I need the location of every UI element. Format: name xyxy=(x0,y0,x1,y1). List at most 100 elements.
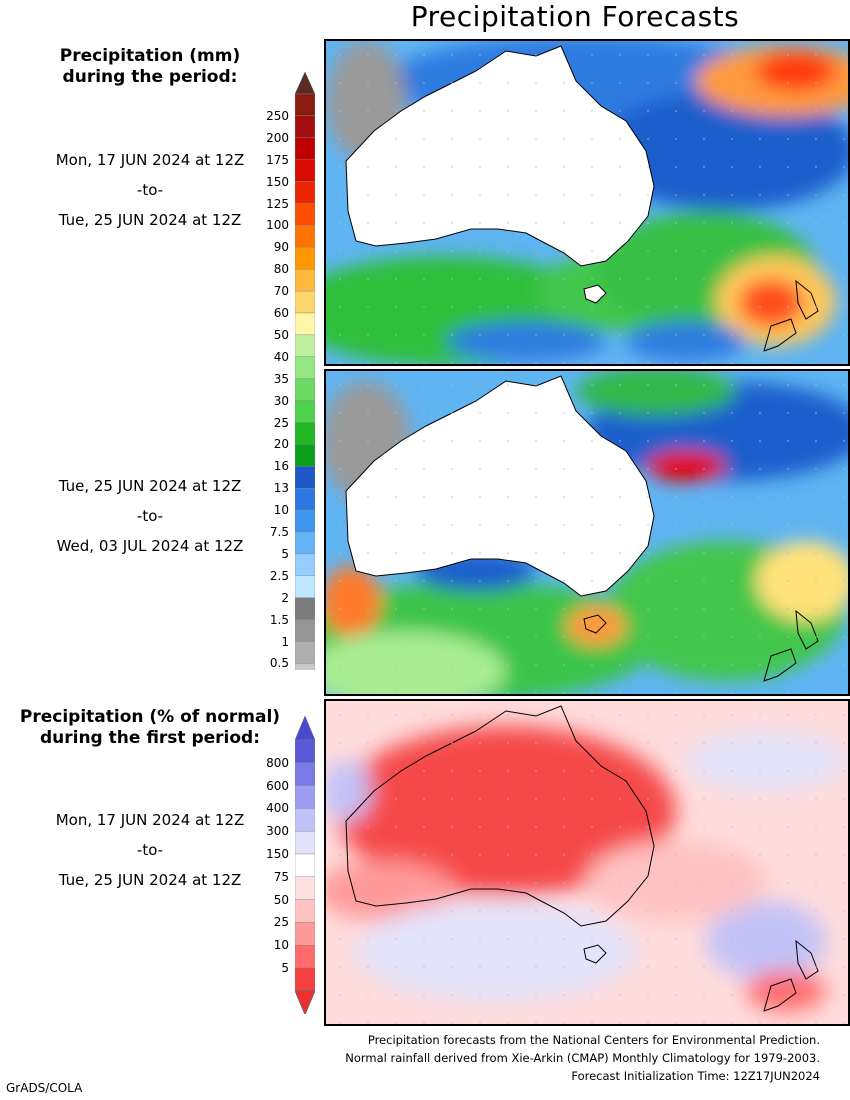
legend-mm-tick-label: 1.5 xyxy=(269,612,289,627)
legend-pct-tick-label: 150 xyxy=(266,847,289,861)
legend-pct-colorbar xyxy=(295,716,315,1014)
period2-start: Tue, 25 JUN 2024 at 12Z xyxy=(58,477,242,495)
legend-pct-heading-line2: during the first period: xyxy=(39,728,261,748)
legend-pct-heading: Precipitation (% of normal) during the f… xyxy=(10,707,290,749)
legend-mm-color-swatch xyxy=(295,641,315,664)
legend-mm-color-swatch xyxy=(295,466,315,489)
legend-mm-color-swatch xyxy=(295,225,315,248)
legend-mm-tick-label: 90 xyxy=(273,240,289,255)
legend-mm-color-swatch xyxy=(295,509,315,533)
period1-sep: -to- xyxy=(136,181,164,199)
legend-mm-tick-label: 200 xyxy=(266,130,289,145)
legend-mm-tick-label: 150 xyxy=(266,174,289,189)
legend-mm-color-swatch xyxy=(295,378,315,401)
legend-mm-tick-label: 125 xyxy=(266,196,289,211)
legend-pct-color-swatch xyxy=(295,944,315,969)
legend-pct-bottom-arrow xyxy=(295,990,315,1014)
legend-mm-color-swatch xyxy=(295,137,315,160)
legend-mm-top-arrow xyxy=(295,72,315,95)
page-title: Precipitation Forecasts xyxy=(410,0,740,33)
legend-mm-color-swatch xyxy=(295,115,315,139)
legend-mm-color-swatch xyxy=(295,247,315,270)
legend-mm-color-swatch xyxy=(295,356,315,379)
legend-pct-color-swatch xyxy=(295,876,315,900)
period3-end: Tue, 25 JUN 2024 at 12Z xyxy=(58,871,242,889)
legend-mm-color-swatch xyxy=(295,290,315,314)
legend-mm-tick-label: 2.5 xyxy=(269,568,289,583)
legend-mm-tick-label: 35 xyxy=(273,371,289,386)
legend-mm-tick-label: 10 xyxy=(273,503,289,518)
legend-mm-color-swatch xyxy=(295,159,315,182)
legend-pct-tick-label: 5 xyxy=(281,961,289,975)
footer-line1: Precipitation forecasts from the Nationa… xyxy=(367,1033,820,1047)
legend-pct-tick-label: 50 xyxy=(273,892,289,907)
legend-pct-tick-label: 300 xyxy=(266,824,289,839)
legend-mm-tick-label: 25 xyxy=(273,415,289,430)
legend-pct-tick-label: 10 xyxy=(273,938,289,953)
legend-mm-color-swatch xyxy=(295,203,315,226)
grads-credit: GrADS/COLA xyxy=(6,1081,83,1095)
legend-mm-color-swatch xyxy=(295,400,315,423)
legend-pct-color-swatch xyxy=(295,808,315,832)
legend-mm-tick-label: 60 xyxy=(273,306,289,320)
legend-mm-color-swatch xyxy=(295,619,315,642)
legend-mm-color-swatch xyxy=(295,268,315,292)
legend-mm-tick-label: 13 xyxy=(273,481,289,496)
panel-3-percent-of-normal xyxy=(324,699,850,1026)
legend-mm-tick-label: 20 xyxy=(273,437,289,452)
legend-mm-tick-label: 2 xyxy=(281,590,289,605)
period3-sep: -to- xyxy=(136,841,164,859)
legend-pct-color-swatch xyxy=(295,967,315,991)
footer-line3: Forecast Initialization Time: 12Z17JUN20… xyxy=(571,1069,820,1083)
legend-pct-tick-label: 75 xyxy=(273,869,289,884)
legend-pct-tick-label: 25 xyxy=(273,915,289,930)
legend-pct-top-arrow xyxy=(295,716,315,741)
period1-end: Tue, 25 JUN 2024 at 12Z xyxy=(58,211,242,229)
legend-mm-color-swatch xyxy=(295,597,315,620)
legend-mm-color-swatch xyxy=(295,444,315,467)
legend-mm-color-swatch xyxy=(295,553,315,576)
legend-pct-tick-label: 800 xyxy=(266,755,289,770)
legend-mm-color-swatch xyxy=(295,488,315,511)
legend-pct-heading-line1: Precipitation (% of normal) xyxy=(19,707,281,727)
legend-mm-tick-label: 175 xyxy=(266,152,289,167)
legend-mm-heading: Precipitation (mm) during the period: xyxy=(30,46,270,88)
legend-pct-tick-label: 400 xyxy=(266,801,289,816)
legend-mm-tick-label: 30 xyxy=(273,393,289,408)
legend-mm-color-swatch xyxy=(295,181,315,204)
legend-mm-tick-label: 1 xyxy=(281,634,289,649)
panel-1-forecast-mm xyxy=(324,39,850,366)
legend-pct-color-swatch xyxy=(295,830,315,855)
legend-mm-tick-label: 100 xyxy=(266,218,289,233)
legend-pct-color-swatch xyxy=(295,899,315,923)
legend-mm-tick-label: 40 xyxy=(273,349,289,364)
legend-mm-heading-line1: Precipitation (mm) xyxy=(59,46,241,66)
legend-mm-tick-label: 5 xyxy=(281,546,289,561)
legend-pct-color-swatch xyxy=(295,762,315,786)
period2-end: Wed, 03 JUL 2024 at 12Z xyxy=(56,537,244,555)
legend-mm-color-swatch xyxy=(295,531,315,555)
legend-pct-color-swatch xyxy=(295,785,315,809)
legend-mm-tick-label: 16 xyxy=(273,459,289,474)
panel-2-forecast-mm xyxy=(324,369,850,696)
period1-start: Mon, 17 JUN 2024 at 12Z xyxy=(55,151,245,169)
legend-mm-color-swatch xyxy=(295,422,315,445)
legend-mm-tick-label: 0.5 xyxy=(269,656,289,671)
legend-mm-tick-label: 50 xyxy=(273,327,289,342)
legend-pct-color-swatch xyxy=(295,853,315,877)
legend-pct-color-swatch xyxy=(295,739,315,763)
legend-mm-color-swatch xyxy=(295,93,315,117)
period3-start: Mon, 17 JUN 2024 at 12Z xyxy=(55,811,245,829)
legend-mm-colorbar xyxy=(295,72,315,670)
legend-mm-tick-label: 80 xyxy=(273,262,289,277)
legend-mm-color-swatch xyxy=(295,312,315,336)
legend-mm-tick-label: 70 xyxy=(273,284,289,299)
footer-line2: Normal rainfall derived from Xie-Arkin (… xyxy=(345,1051,820,1065)
legend-mm-color-swatch xyxy=(295,575,315,598)
period2-sep: -to- xyxy=(136,507,164,525)
legend-pct-color-swatch xyxy=(295,922,315,946)
legend-mm-heading-line2: during the period: xyxy=(62,67,238,87)
legend-mm-tick-label: 250 xyxy=(266,108,289,123)
legend-mm-color-swatch xyxy=(295,663,315,670)
legend-mm-color-swatch xyxy=(295,334,315,357)
